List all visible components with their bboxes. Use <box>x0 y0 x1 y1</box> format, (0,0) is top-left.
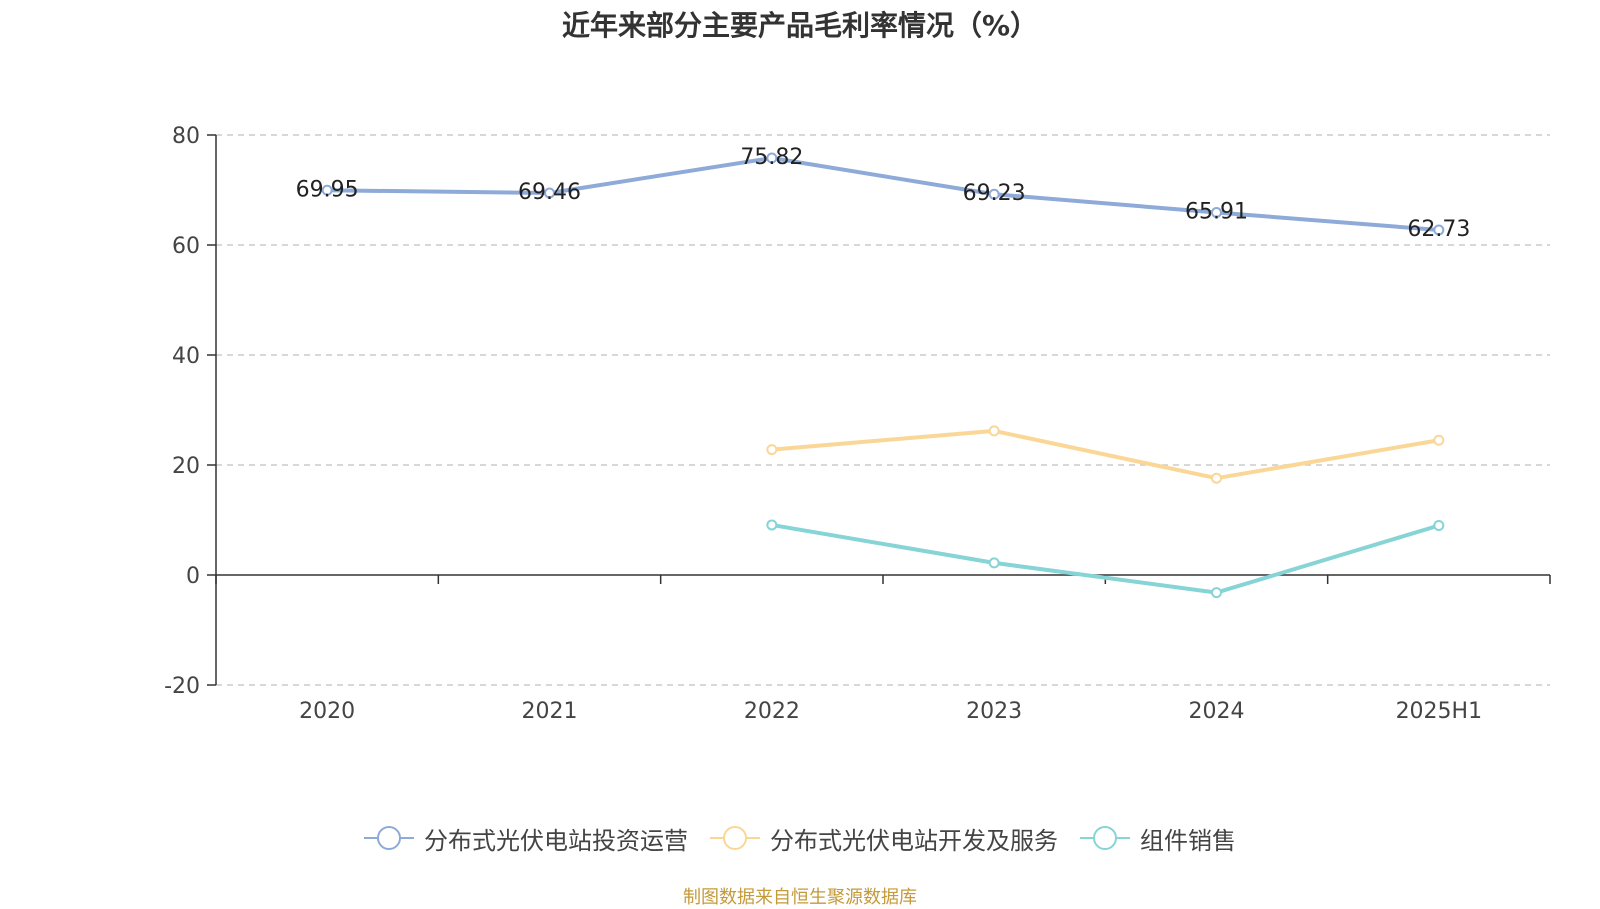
legend-label: 分布式光伏电站投资运营 <box>424 826 688 855</box>
axes: -20 0 20 40 60 80 2020 2021 2022 2023 2024 2025H1 <box>164 124 1551 724</box>
source-note: 制图数据来自恒生聚源数据库 <box>683 887 917 908</box>
x-tick-label: 2025H1 <box>1396 699 1483 724</box>
x-tick-label: 2021 <box>522 699 578 724</box>
legend-item-series-1[interactable]: 分布式光伏电站投资运营 <box>364 822 688 855</box>
data-point <box>544 187 555 199</box>
data-label: 69.23 <box>963 181 1026 206</box>
data-label: 69.46 <box>518 180 581 205</box>
legend-label: 组件销售 <box>1140 826 1236 855</box>
y-tick-label: 40 <box>172 344 200 369</box>
data-label: 62.73 <box>1407 217 1470 242</box>
x-tick-label: 2024 <box>1189 699 1245 724</box>
chart-title: 近年来部分主要产品毛利率情况（%） <box>561 9 1039 42</box>
legend: 分布式光伏电站投资运营 分布式光伏电站开发及服务 组件销售 <box>0 822 1600 855</box>
series-line-3 <box>769 522 1441 595</box>
data-point <box>766 519 778 531</box>
data-point <box>1211 472 1222 484</box>
y-tick-label: 60 <box>172 234 200 259</box>
data-point <box>1211 206 1222 218</box>
legend-item-series-3[interactable]: 组件销售 <box>1080 822 1236 855</box>
legend-item-series-2[interactable]: 分布式光伏电站开发及服务 <box>710 822 1058 855</box>
data-point <box>988 188 1000 200</box>
data-label: 75.82 <box>740 145 803 170</box>
y-tick-label: 0 <box>186 564 200 589</box>
series-lines <box>321 152 1445 599</box>
legend-marker-icon <box>364 824 414 852</box>
gridlines <box>216 134 1550 686</box>
data-point <box>1211 587 1222 599</box>
data-point <box>766 444 778 456</box>
x-tick-label: 2023 <box>966 699 1022 724</box>
data-point <box>988 557 1000 569</box>
y-tick-label: 80 <box>172 124 200 149</box>
x-tick-label: 2022 <box>744 699 800 724</box>
data-labels: 69.95 69.46 75.82 69.23 65.91 62.73 <box>296 145 1471 242</box>
data-point <box>988 425 1000 437</box>
data-point <box>321 184 333 196</box>
data-point <box>1433 224 1445 236</box>
y-tick-label: 20 <box>172 454 200 479</box>
data-point <box>766 152 778 164</box>
legend-marker-icon <box>710 824 760 852</box>
series-line-1 <box>325 155 1441 232</box>
y-tick-label: -20 <box>164 674 200 699</box>
data-point <box>1433 434 1445 446</box>
data-point <box>1433 520 1445 531</box>
x-tick-label: 2020 <box>299 699 355 724</box>
data-label: 69.95 <box>296 177 359 202</box>
legend-marker-icon <box>1080 824 1130 852</box>
legend-label: 分布式光伏电站开发及服务 <box>770 826 1058 855</box>
series-line-2 <box>769 428 1441 481</box>
data-label: 65.91 <box>1185 199 1248 224</box>
